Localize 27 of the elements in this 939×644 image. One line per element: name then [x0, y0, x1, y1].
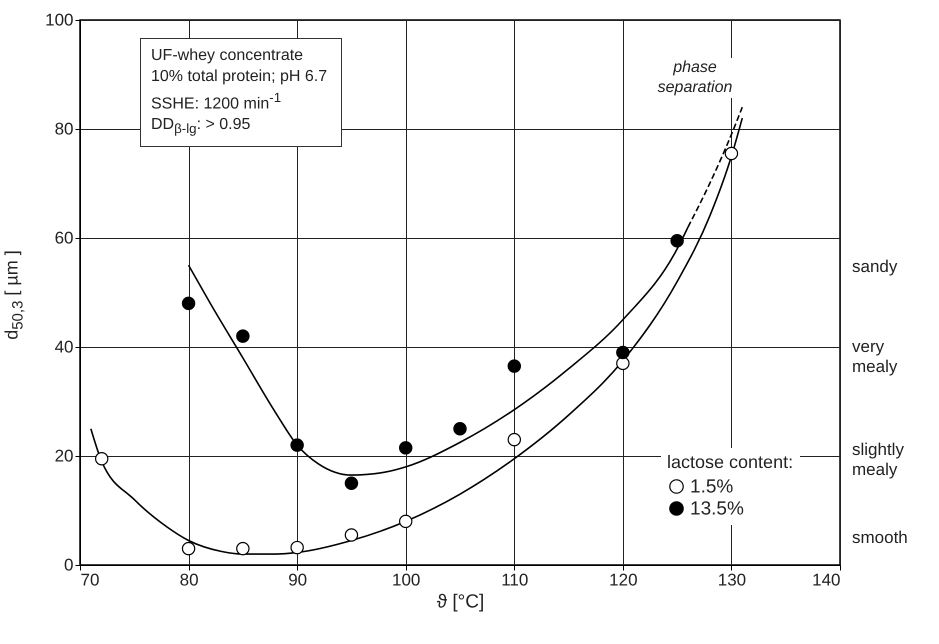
text: sandy: [852, 257, 898, 277]
legend-title: lactose content:: [667, 452, 794, 472]
y-tick-label: 100: [45, 10, 74, 30]
text: very mealy: [852, 337, 898, 377]
annotation: phase separation: [640, 58, 750, 98]
legend-label: 1.5%: [690, 476, 734, 498]
x-axis-title: ϑ [°C]: [436, 592, 484, 612]
annotation: UF-whey concentrate: [151, 46, 304, 66]
y-tick-label: 60: [54, 228, 74, 248]
legend-label: 13.5%: [690, 498, 744, 520]
x-tick-label: 90: [288, 570, 308, 590]
y-tick-label: 80: [54, 120, 74, 138]
x-tick-label: 70: [80, 570, 100, 590]
x-tick-label: 130: [718, 570, 746, 590]
y-tick-label: 20: [54, 446, 74, 466]
x-tick-label: 100: [392, 570, 420, 590]
x-tick-label: 120: [609, 570, 638, 590]
annotation: SSHE: 1200 min$^{-1}$: [151, 89, 282, 114]
x-tick-label: 80: [180, 570, 199, 590]
y-tick-label: 40: [54, 338, 74, 356]
annotation: 10% total protein; pH 6.7: [151, 67, 328, 87]
text: slightly mealy: [852, 440, 905, 480]
x-tick-label: 110: [501, 570, 528, 590]
annotation: DD$_{β-lg}$: > 0.95: [151, 115, 252, 139]
text: smooth: [852, 528, 909, 548]
y-tick-label: 0: [64, 556, 74, 574]
x-tick-label: 140: [812, 570, 840, 590]
